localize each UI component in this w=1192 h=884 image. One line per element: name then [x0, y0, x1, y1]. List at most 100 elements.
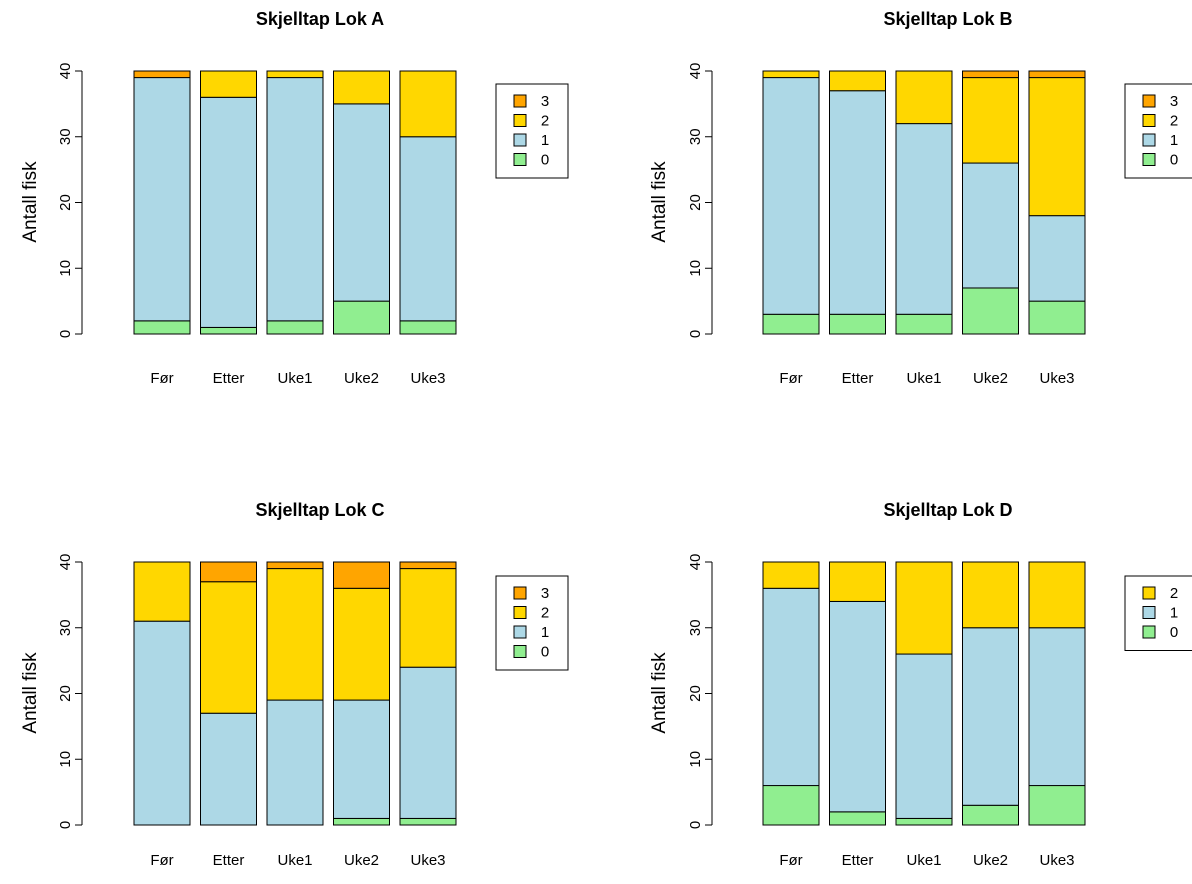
legend-swatch-0 [1142, 625, 1156, 639]
legend-swatch-1 [1142, 606, 1156, 619]
bar-segment-0 [829, 313, 886, 335]
chart-title: Skjelltap Lok D [883, 500, 1012, 520]
y-tick-label: 30 [57, 128, 74, 145]
y-tick-label: 40 [687, 63, 704, 80]
bar-segment-1 [399, 136, 457, 322]
y-tick-label: 40 [687, 554, 704, 571]
bar-segment-2 [200, 581, 257, 714]
chart-title: Skjelltap Lok B [883, 9, 1012, 29]
bar-segment-2 [1028, 561, 1086, 629]
bar-segment-3 [266, 561, 324, 570]
bar-segment-1 [962, 162, 1019, 289]
legend-swatch-0 [1142, 153, 1156, 166]
legend-swatch-3 [1142, 94, 1156, 108]
legend-label: 0 [1170, 152, 1178, 169]
y-tick-label: 20 [57, 685, 74, 702]
y-axis-label: Antall fisk [20, 161, 41, 243]
legend-box [1124, 575, 1192, 651]
x-category-label: Uke2 [344, 852, 379, 869]
legend-swatch-2 [513, 606, 527, 619]
y-tick-label: 30 [687, 619, 704, 636]
x-category-label: Uke2 [973, 370, 1008, 387]
legend-label: 2 [1170, 585, 1178, 602]
bar-segment-1 [266, 77, 324, 322]
bar-segment-0 [895, 817, 953, 826]
bar-segment-1 [829, 90, 886, 315]
legend-swatch-3 [513, 586, 527, 600]
x-category-label: Etter [213, 852, 245, 869]
x-category-label: Uke1 [906, 852, 941, 869]
bar-segment-1 [333, 699, 390, 819]
legend-label: 2 [541, 113, 549, 130]
x-category-label: Uke2 [973, 852, 1008, 869]
legend-label: 1 [1170, 605, 1178, 622]
bar-segment-1 [829, 600, 886, 813]
legend-box [495, 83, 569, 179]
bar-segment-0 [399, 817, 457, 826]
y-tick-label: 40 [57, 63, 74, 80]
legend-box [1124, 83, 1192, 179]
legend-label: 1 [541, 132, 549, 149]
bar-segment-0 [762, 313, 820, 335]
bar-segment-2 [399, 70, 457, 138]
legend-swatch-1 [513, 625, 527, 639]
legend-swatch-1 [513, 133, 527, 147]
legend-label: 1 [1170, 132, 1178, 149]
bar-segment-0 [1028, 785, 1086, 826]
y-axis-label: Antall fisk [20, 652, 41, 734]
chart-title: Skjelltap Lok C [255, 500, 384, 520]
bar-segment-1 [962, 627, 1019, 806]
bar-segment-3 [962, 70, 1019, 79]
y-tick-label: 20 [57, 194, 74, 211]
legend-swatch-0 [513, 645, 527, 658]
legend-swatch-1 [1142, 133, 1156, 147]
bar-segment-0 [762, 785, 820, 826]
y-tick-label: 0 [687, 821, 704, 829]
bar-segment-0 [399, 320, 457, 335]
bar-segment-1 [133, 620, 191, 826]
legend-label: 3 [1170, 93, 1178, 110]
x-category-label: Etter [213, 370, 245, 387]
bar-segment-1 [266, 699, 324, 826]
y-tick-label: 0 [57, 330, 74, 338]
bar-segment-2 [895, 70, 953, 125]
bar-segment-1 [895, 123, 953, 315]
bar-segment-2 [133, 561, 191, 622]
bar-segment-3 [399, 561, 457, 570]
bar-segment-2 [829, 70, 886, 92]
y-tick-label: 20 [687, 194, 704, 211]
x-category-label: Uke3 [1039, 370, 1074, 387]
bar-segment-3 [1028, 70, 1086, 79]
bar-segment-1 [1028, 215, 1086, 302]
y-tick-label: 30 [57, 619, 74, 636]
y-axis-label: Antall fisk [649, 161, 670, 243]
legend-swatch-2 [1142, 586, 1156, 600]
bar-segment-2 [895, 561, 953, 655]
bar-segment-1 [200, 712, 257, 826]
bar-segment-2 [1028, 77, 1086, 217]
y-tick-label: 10 [57, 751, 74, 768]
bar-segment-2 [962, 77, 1019, 164]
chart-title: Skjelltap Lok A [256, 9, 384, 29]
y-axis-label: Antall fisk [649, 652, 670, 734]
bar-segment-0 [333, 300, 390, 335]
y-tick-label: 10 [687, 751, 704, 768]
y-tick-label: 0 [57, 821, 74, 829]
legend-swatch-2 [1142, 114, 1156, 127]
bar-segment-1 [762, 587, 820, 787]
legend-label: 0 [1170, 624, 1178, 641]
x-category-label: Før [779, 370, 802, 387]
bar-segment-2 [762, 561, 820, 589]
x-category-label: Før [779, 852, 802, 869]
bar-segment-0 [962, 287, 1019, 335]
legend-label: 2 [1170, 113, 1178, 130]
legend-label: 3 [541, 585, 549, 602]
bar-segment-0 [962, 804, 1019, 826]
bar-segment-0 [266, 320, 324, 335]
bar-segment-1 [200, 96, 257, 328]
x-category-label: Uke3 [1039, 852, 1074, 869]
